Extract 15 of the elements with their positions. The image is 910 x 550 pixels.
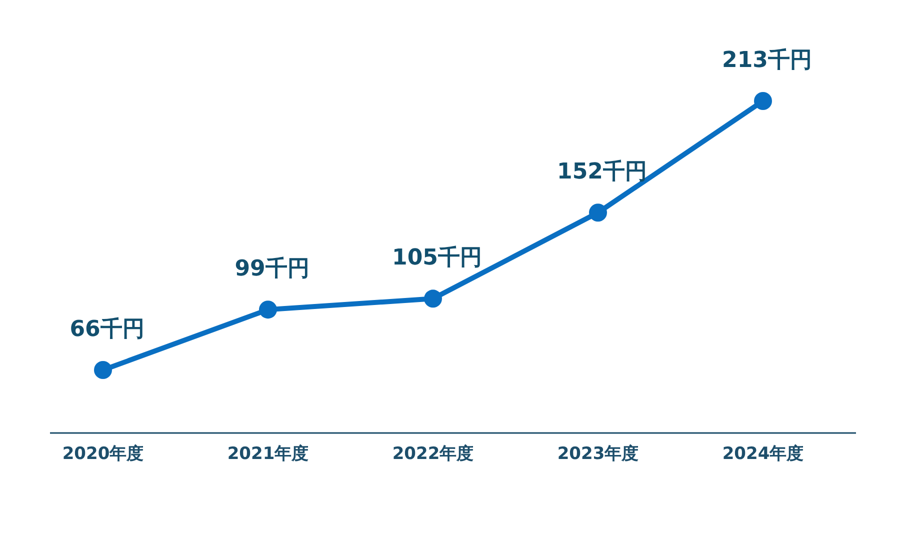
data-label: 213千円	[722, 48, 812, 73]
point	[589, 204, 607, 222]
point	[94, 361, 112, 379]
data-label: 99千円	[234, 256, 310, 282]
x-tick-label: 2023年度	[557, 444, 639, 464]
point	[259, 300, 277, 319]
data-label: 66千円	[70, 317, 144, 342]
point	[754, 92, 772, 110]
point	[424, 290, 442, 308]
x-tick-label: 2022年度	[392, 444, 474, 464]
data-label: 105千円	[392, 246, 482, 271]
x-tick-label: 2020年度	[62, 444, 144, 464]
x-tick-label: 2021年度	[227, 444, 309, 464]
x-tick-label: 2024年度	[722, 444, 804, 464]
data-label: 152千円	[557, 160, 647, 185]
